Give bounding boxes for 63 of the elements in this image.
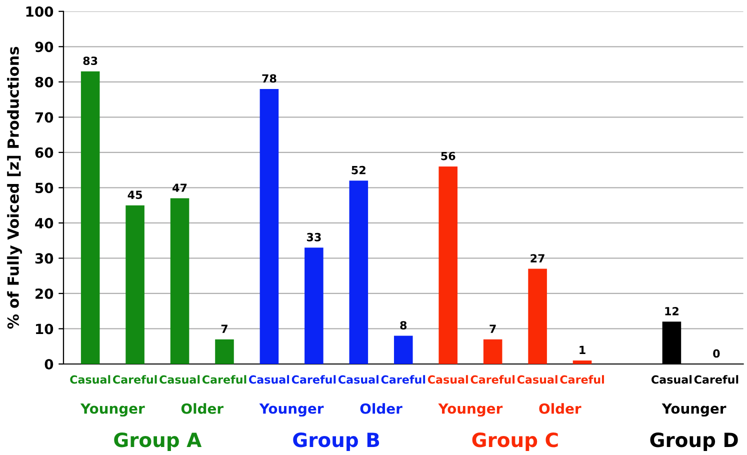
- bar: [215, 339, 234, 364]
- x-tick-label: Careful: [202, 375, 246, 384]
- bar: [438, 166, 458, 364]
- data-label: 12: [665, 306, 678, 316]
- x-tick-label: Careful: [112, 375, 157, 384]
- text: Younger: [80, 403, 145, 417]
- data-label: 27: [530, 254, 544, 262]
- x-tick-label: Careful: [560, 375, 604, 384]
- x-tick-label: Casual: [428, 375, 468, 384]
- text: Group B: [293, 432, 380, 451]
- data-label: 78: [262, 74, 276, 83]
- data-label: 45: [128, 190, 142, 199]
- text: Older: [181, 403, 224, 414]
- y-tick-label: 20: [36, 288, 54, 299]
- y-tick-label: 90: [35, 42, 54, 52]
- text: Younger: [438, 403, 503, 417]
- text: Older: [539, 403, 582, 414]
- y-tick-label: 70: [35, 112, 54, 123]
- x-tick-label: Careful: [292, 375, 336, 384]
- y-tick-label: 30: [35, 253, 54, 264]
- x-tick-label: Careful: [381, 375, 426, 384]
- data-label: 47: [172, 184, 187, 192]
- data-label: 8: [400, 321, 407, 330]
- bar: [260, 88, 279, 364]
- bar: [304, 248, 324, 364]
- bar: [528, 268, 547, 364]
- x-tick-label: Casual: [249, 375, 290, 384]
- y-tick-label: 80: [35, 76, 54, 88]
- data-label: 0: [713, 349, 720, 358]
- text: Younger: [259, 403, 324, 417]
- text: Group D: [650, 432, 738, 451]
- x-tick-label: Casual: [160, 375, 200, 384]
- bar: [170, 198, 190, 364]
- text: Group C: [472, 432, 558, 451]
- bar: [126, 205, 144, 364]
- data-label: 83: [83, 56, 98, 65]
- text: Older: [360, 403, 402, 414]
- x-tick-label: Careful: [470, 375, 514, 384]
- data-label: 7: [490, 324, 496, 333]
- y-axis-title: % of Fully Voiced [z] Productions: [7, 46, 22, 329]
- text: Group A: [114, 432, 202, 451]
- x-tick-label: Casual: [652, 375, 692, 384]
- x-tick-label: Casual: [338, 375, 378, 384]
- bar: [483, 339, 502, 364]
- bar: [572, 360, 592, 364]
- y-tick-label: 100: [26, 6, 54, 17]
- data-label: 52: [352, 166, 366, 174]
- y-tick-label: 0: [44, 358, 54, 370]
- y-tick-label: 50: [36, 182, 54, 194]
- y-tick-label: 40: [35, 218, 54, 228]
- data-label: 56: [441, 152, 456, 160]
- data-label: 1: [580, 346, 586, 354]
- x-tick-label: Casual: [70, 375, 110, 384]
- text: Younger: [662, 403, 726, 417]
- data-label: 7: [221, 324, 228, 333]
- x-tick-label: Careful: [694, 375, 738, 384]
- data-label: 33: [306, 232, 321, 242]
- y-tick-label: 10: [36, 324, 54, 334]
- bar: [80, 71, 100, 364]
- x-tick-label: Casual: [517, 375, 558, 384]
- bar: [394, 336, 413, 364]
- y-tick-label: 60: [35, 147, 54, 158]
- bar: [349, 180, 368, 364]
